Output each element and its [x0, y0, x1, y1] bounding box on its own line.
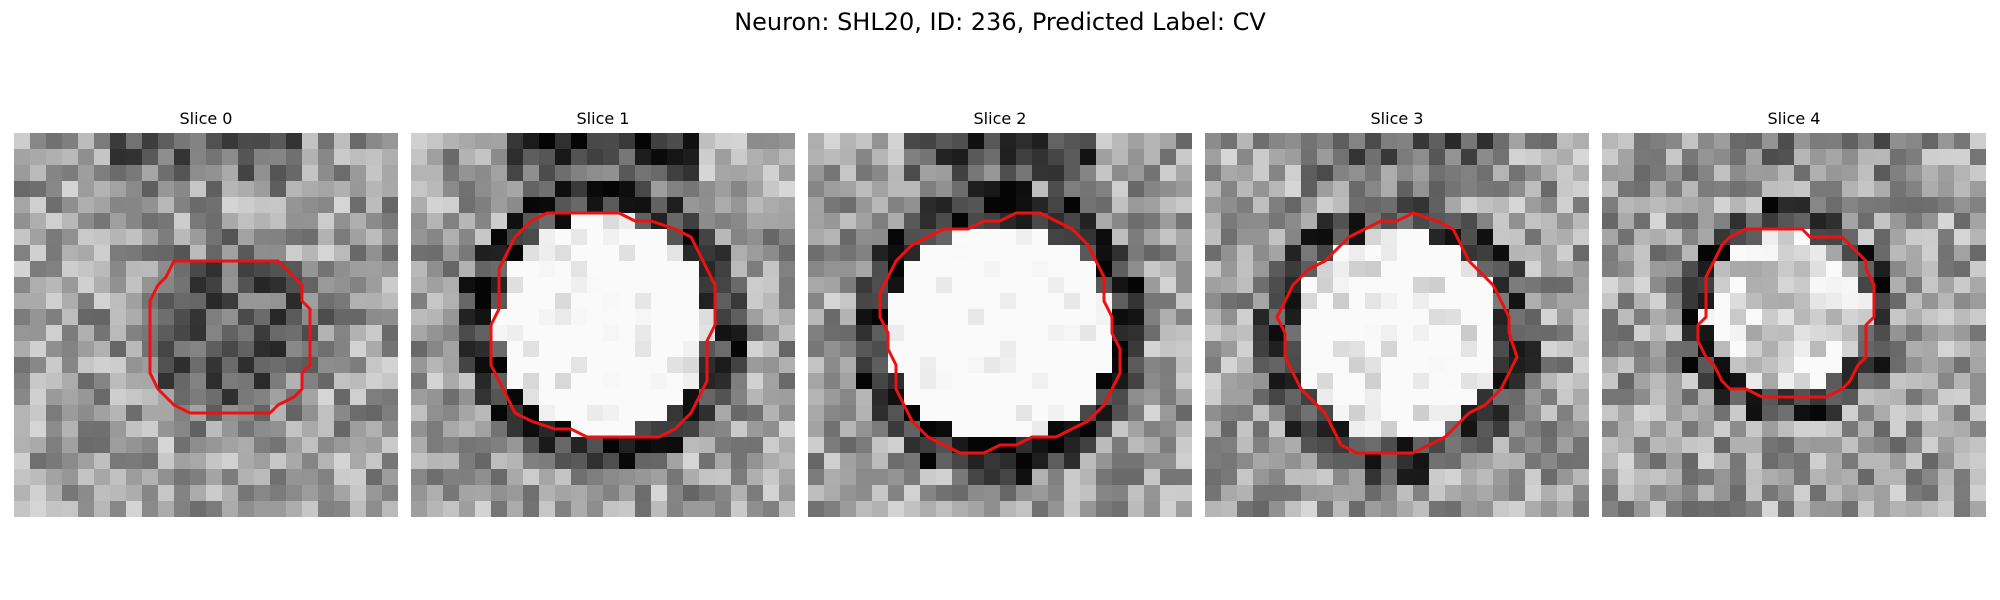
slice-title: Slice 3: [1370, 109, 1424, 128]
pixel-grid: [14, 133, 398, 517]
segmentation-contour: [1275, 211, 1519, 455]
slice-image: [1205, 133, 1589, 517]
figure-title: Neuron: SHL20, ID: 236, Predicted Label:…: [734, 8, 1266, 36]
pixel-grid: [1205, 133, 1589, 517]
segmentation-contour: [1696, 227, 1876, 399]
slice-image: [411, 133, 795, 517]
slice-panel-1: Slice 1: [411, 108, 795, 517]
slice-panel-3: Slice 3: [1205, 108, 1589, 517]
slice-title: Slice 1: [576, 109, 630, 128]
slice-panel-2: Slice 2: [808, 108, 1192, 517]
pixel-grid: [808, 133, 1192, 517]
slice-title: Slice 2: [973, 109, 1027, 128]
slice-image: [1602, 133, 1986, 517]
slice-title: Slice 0: [179, 109, 233, 128]
slice-image: [808, 133, 1192, 517]
slice-image: [14, 133, 398, 517]
slice-panel-0: Slice 0: [14, 108, 398, 517]
slice-title: Slice 4: [1767, 109, 1821, 128]
pixel-grid: [1602, 133, 1986, 517]
pixel-grid: [411, 133, 795, 517]
segmentation-contour: [489, 211, 717, 439]
segmentation-contour: [148, 259, 312, 415]
segmentation-contour: [878, 211, 1122, 455]
slice-panel-4: Slice 4: [1602, 108, 1986, 517]
